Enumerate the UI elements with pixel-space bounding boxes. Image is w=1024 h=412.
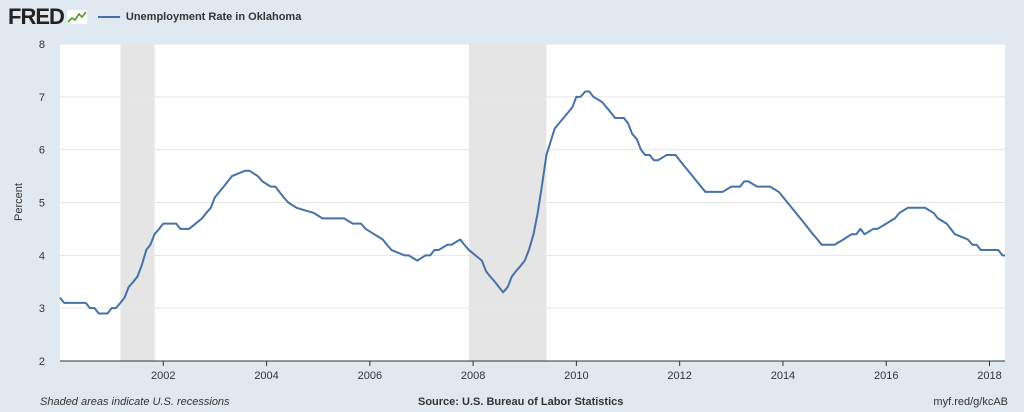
legend-label: Unemployment Rate in Oklahoma [125,11,302,23]
y-tick-label: 4 [39,250,45,262]
x-tick-label: 2018 [977,370,1001,382]
legend-swatch [97,16,120,18]
y-tick-label: 2 [39,356,45,368]
x-tick-label: 2012 [667,370,691,382]
x-tick-label: 2006 [358,370,382,382]
y-axis: 2 3 4 5 6 7 8 [39,39,45,368]
y-tick-label: 7 [39,92,45,104]
legend: Unemployment Rate in Oklahoma [97,11,302,23]
recession-note: Shaded areas indicate U.S. recessions [40,396,230,408]
short-url-link[interactable]: myf.red/g/kcAB [933,396,1008,408]
source-note: Source: U.S. Bureau of Labor Statistics [418,396,624,408]
x-tick-label: 2008 [461,370,485,382]
y-tick-label: 5 [39,198,45,210]
x-tick-label: 2002 [151,370,175,382]
y-tick-label: 6 [39,145,45,157]
fred-logo[interactable]: FRED [8,4,65,29]
grid-layer [60,43,1005,309]
y-tick-label: 8 [39,39,45,51]
x-tick-label: 2016 [874,370,898,382]
x-tick-label: 2014 [771,370,795,382]
y-tick-label: 3 [39,303,45,315]
x-tick-label: 2004 [254,370,278,382]
x-axis: 2002 2004 2006 2008 2010 2012 2014 2016 2018 [60,360,1005,382]
sparkline-logo-icon [65,9,88,25]
x-tick-label: 2010 [564,370,588,382]
series-line-unemployment [59,90,1005,315]
y-axis-label: Percent [13,183,25,221]
chart-header: FRED Unemployment Rate in Oklahoma [8,4,301,30]
